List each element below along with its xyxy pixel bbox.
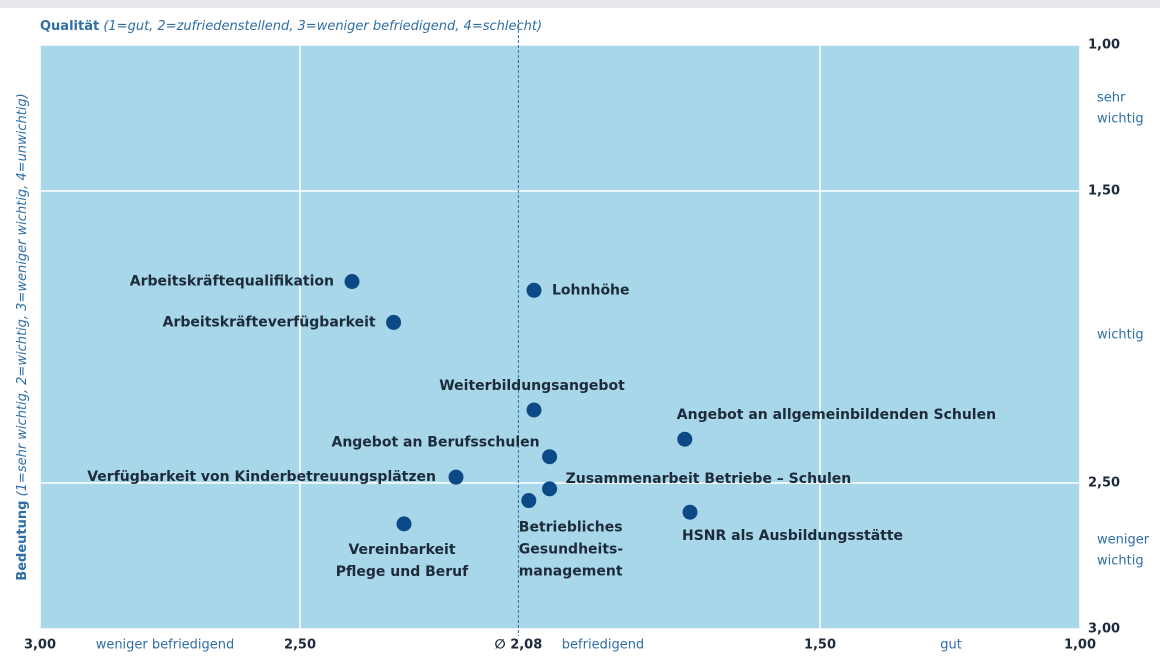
point [542,481,558,497]
point [682,504,698,520]
y-tick-label: 2,50 [1088,476,1120,491]
top-band [0,0,1160,8]
x-annotation: befriedigend [562,638,644,653]
point [448,469,464,485]
y-label-italic: (1=sehr wichtig, 2=wichtig, 3=weniger wi… [15,93,30,496]
y-tick-label: 1,00 [1088,38,1120,53]
title-italic: (1=gut, 2=zufriedenstellend, 3=weniger b… [103,19,542,34]
x-annotation: weniger befriedigend [96,638,235,653]
point [542,449,558,465]
point-label: Pflege und Beruf [336,564,469,580]
point-label: Verfügbarkeit von Kinderbetreuungsplätze… [87,469,436,485]
point-label: Gesundheits- [519,542,624,558]
x-annotation: gut [940,638,962,653]
point-label: Angebot an Berufsschulen [331,435,539,451]
plot-area [40,45,1080,629]
y-annotation: sehr [1097,91,1126,106]
point-label: Betriebliches [519,520,623,536]
y-annotation: wichtig [1097,112,1144,127]
point [526,282,542,298]
x-tick-label: 2,50 [284,638,316,653]
point [521,493,537,509]
point [677,431,693,447]
point-label: Angebot an allgemeinbildenden Schulen [677,407,996,423]
point-label: Arbeitskräftequalifikation [130,274,334,290]
point-label: Zusammenarbeit Betriebe – Schulen [566,471,852,487]
x-tick-label: 1,50 [804,638,836,653]
point [386,314,402,330]
point-label: Weiterbildungsangebot [439,378,625,394]
point [344,274,360,290]
y-axis-label: Bedeutung (1=sehr wichtig, 2=wichtig, 3=… [15,93,30,580]
x-tick-label: 1,00 [1064,638,1096,653]
title-bold: Qualität [40,19,99,34]
point-label: Arbeitskräfteverfügbarkeit [163,314,376,330]
y-annotation: weniger [1097,533,1150,548]
point-label: Vereinbarkeit [348,542,455,558]
y-annotation: wichtig [1097,554,1144,569]
point-label: HSNR als Ausbildungsstätte [682,528,903,544]
x-tick-label: 3,00 [24,638,56,653]
y-annotation: wichtig [1097,328,1144,343]
point [526,402,542,418]
mean-label: ∅ 2,08 [495,638,543,653]
point [396,516,412,532]
point-label: management [519,564,623,580]
y-tick-label: 3,00 [1088,622,1120,637]
point-label: Lohnhöhe [552,282,630,298]
chart-title: Qualität (1=gut, 2=zufriedenstellend, 3=… [40,19,542,34]
y-tick-label: 1,50 [1088,184,1120,199]
y-label-bold: Bedeutung [15,501,30,581]
